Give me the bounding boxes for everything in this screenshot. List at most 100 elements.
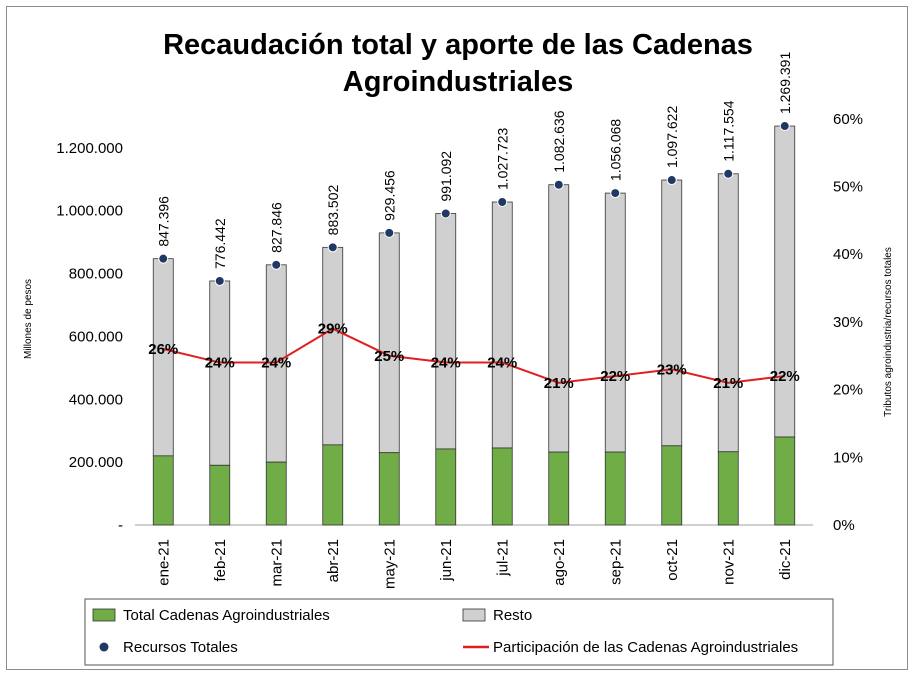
total-marker xyxy=(158,253,169,264)
chart-title-line-1: Recaudación total y aporte de las Cadena… xyxy=(163,29,753,61)
y2-tick-label: 50% xyxy=(833,179,863,196)
y-tick-label: 600.000 xyxy=(69,328,123,345)
plot-area: - 200.000 400.000 600.000 800.000 1.000.000 1.… xyxy=(56,52,863,589)
bar-resto xyxy=(435,213,457,450)
x-tick-label: sep-21 xyxy=(607,539,624,585)
total-marker xyxy=(723,168,734,179)
bar-agro xyxy=(152,455,174,526)
total-marker xyxy=(666,175,677,186)
total-marker xyxy=(327,242,338,253)
total-marker xyxy=(271,259,282,270)
total-marker xyxy=(779,121,790,132)
bar-resto xyxy=(322,246,344,446)
legend-swatch xyxy=(99,642,109,652)
participation-label: 22% xyxy=(770,368,800,385)
legend-box xyxy=(84,598,834,666)
bar-resto xyxy=(491,201,513,449)
total-marker xyxy=(553,179,564,190)
total-label: 991.092 xyxy=(438,151,454,202)
total-label: 1.027.723 xyxy=(494,128,510,190)
bar-agro xyxy=(209,464,231,526)
y-tick-label: 400.000 xyxy=(69,391,123,408)
participation-label: 24% xyxy=(431,355,461,372)
bar-resto xyxy=(209,280,231,466)
participation-line xyxy=(163,327,785,384)
x-tick-label: ago-21 xyxy=(551,539,568,586)
total-label: 1.056.068 xyxy=(607,119,623,181)
bar-agro xyxy=(774,436,796,526)
bar-agro xyxy=(435,448,457,526)
total-label: 883.502 xyxy=(325,185,341,236)
total-label: 1.117.554 xyxy=(720,100,736,161)
bar-resto xyxy=(548,184,570,453)
x-tick-label: feb-21 xyxy=(212,539,229,582)
legend-swatch xyxy=(92,608,116,622)
total-label: 929.456 xyxy=(381,170,397,221)
legend-label: Recursos Totales xyxy=(123,639,238,656)
chart-frame: Recaudación total y aporte de las Cadena… xyxy=(6,6,908,670)
participation-label: 23% xyxy=(657,361,687,378)
x-tick-label: jul-21 xyxy=(494,539,511,577)
y2-tick-label: 20% xyxy=(833,382,863,399)
participation-label: 21% xyxy=(544,375,574,392)
participation-label: 24% xyxy=(261,355,291,372)
x-tick-label: abr-21 xyxy=(325,539,342,582)
bar-resto xyxy=(378,232,400,454)
total-label: 1.269.391 xyxy=(777,52,793,114)
bar-resto xyxy=(774,125,796,438)
bar-agro xyxy=(548,451,570,526)
y2-tick-label: 10% xyxy=(833,449,863,466)
chart-title-line-2: Agroindustriales xyxy=(343,66,573,98)
y2-tick-label: 0% xyxy=(833,517,855,534)
x-tick-label: mar-21 xyxy=(268,539,285,587)
legend-swatch xyxy=(462,608,486,622)
legend: Total Cadenas Agroindustriales Resto Recur… xyxy=(84,598,834,666)
x-tick-label: jun-21 xyxy=(438,539,455,582)
participation-label: 24% xyxy=(487,355,517,372)
y-tick-label: 800.000 xyxy=(69,266,123,283)
bar-resto xyxy=(604,192,626,453)
bar-agro xyxy=(491,447,513,526)
total-marker xyxy=(214,275,225,286)
bar-resto xyxy=(661,179,683,447)
total-marker xyxy=(497,197,508,208)
y2-axis-title: Tributos agroindustria/recursos totales xyxy=(883,247,894,417)
participation-label: 26% xyxy=(148,341,178,358)
y-tick-label: 1.200.000 xyxy=(56,140,123,157)
participation-label: 21% xyxy=(713,375,743,392)
y2-tick-label: 40% xyxy=(833,246,863,263)
x-tick-label: oct-21 xyxy=(664,539,681,581)
legend-label: Resto xyxy=(493,607,532,624)
bar-agro xyxy=(322,444,344,526)
total-marker xyxy=(610,188,621,199)
y-tick-label: - xyxy=(118,517,123,534)
legend-label: Participación de las Cadenas Agroindustr… xyxy=(493,639,798,656)
chart: Recaudación total y aporte de las Cadena… xyxy=(23,29,894,666)
bar-agro xyxy=(265,461,287,526)
bar-agro xyxy=(661,445,683,526)
legend-label: Total Cadenas Agroindustriales xyxy=(123,607,330,624)
y-tick-label: 1.000.000 xyxy=(56,203,123,220)
total-label: 827.846 xyxy=(268,202,284,253)
total-label: 847.396 xyxy=(155,196,171,247)
bar-agro xyxy=(378,452,400,526)
y2-tick-label: 60% xyxy=(833,111,863,128)
x-tick-label: may-21 xyxy=(381,539,398,589)
x-tick-label: nov-21 xyxy=(720,539,737,585)
x-tick-label: ene-21 xyxy=(155,539,172,586)
total-label: 1.097.622 xyxy=(664,106,680,168)
y2-tick-label: 30% xyxy=(833,314,863,331)
participation-label: 29% xyxy=(318,321,348,338)
y-axis-title: Millones de pesos xyxy=(23,279,34,359)
participation-label: 22% xyxy=(600,368,630,385)
participation-label: 25% xyxy=(374,348,404,365)
bar-agro xyxy=(604,451,626,526)
y-tick-label: 200.000 xyxy=(69,454,123,471)
total-label: 1.082.636 xyxy=(551,110,567,172)
total-marker xyxy=(440,208,451,219)
total-label: 776.442 xyxy=(212,218,228,269)
bar-resto xyxy=(717,173,739,453)
bar-agro xyxy=(717,451,739,526)
total-marker xyxy=(384,227,395,238)
participation-label: 24% xyxy=(205,355,235,372)
